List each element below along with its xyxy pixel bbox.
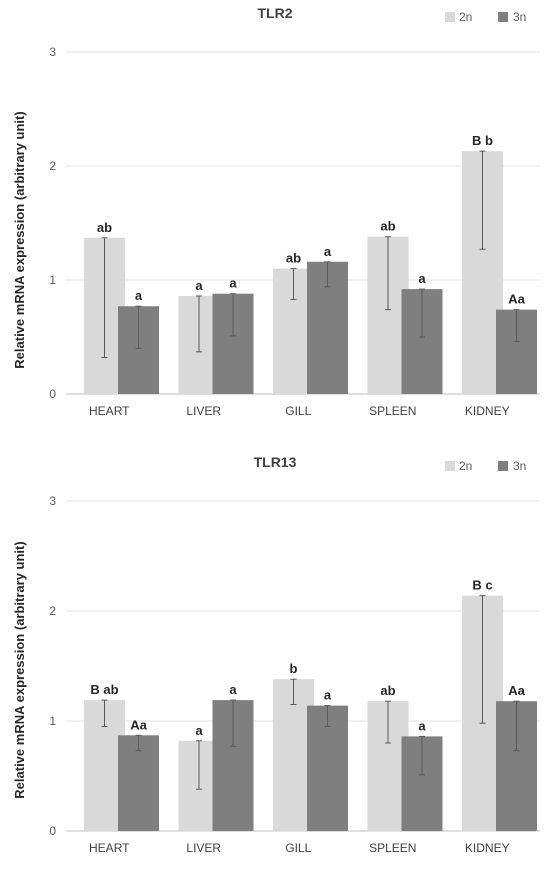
panel2-bar-3n-heart	[118, 735, 159, 831]
panel2-y-tick-label: 3	[49, 494, 56, 508]
panel1-y-axis-label: Relative mRNA expression (arbitrary unit…	[12, 111, 27, 368]
panel1-x-tick-label: GILL	[285, 404, 311, 418]
panel1-significance-label-2n-spleen: ab	[380, 219, 395, 234]
panel2-x-tick-label: HEART	[89, 841, 130, 855]
panel1-significance-label-2n-liver: a	[195, 278, 203, 293]
panel1-title: TLR2	[258, 5, 293, 21]
panel1-x-tick-label: KIDNEY	[465, 404, 510, 418]
panel2-significance-label-3n-heart: Aa	[130, 717, 147, 732]
panel2-legend-label-2n: 2n	[459, 459, 472, 473]
panel2-significance-label-2n-heart: B ab	[90, 682, 118, 697]
panel2-significance-label-3n-gill: a	[324, 688, 332, 703]
panel2-x-tick-label: SPLEEN	[369, 841, 416, 855]
panel1-x-tick-label: SPLEEN	[369, 404, 416, 418]
panel2-legend-swatch-3n	[498, 461, 508, 471]
panel2-legend-swatch-2n	[445, 461, 455, 471]
panel1-significance-label-2n-gill: ab	[286, 251, 301, 266]
panel1-significance-label-3n-gill: a	[324, 244, 332, 259]
panel2-x-tick-label: KIDNEY	[465, 841, 510, 855]
panel1-y-tick-label: 3	[49, 45, 56, 59]
panel1-x-tick-label: HEART	[89, 404, 130, 418]
panel2-y-tick-label: 1	[49, 714, 56, 728]
panel1-y-tick-label: 1	[49, 273, 56, 287]
panel2-x-tick-label: LIVER	[186, 841, 221, 855]
panel1-significance-label-3n-liver: a	[229, 276, 237, 291]
panel2-significance-label-2n-kidney: B c	[472, 578, 492, 593]
panel1-significance-label-2n-heart: ab	[97, 220, 112, 235]
panel2-y-axis-label: Relative mRNA expression (arbitrary unit…	[12, 541, 27, 798]
panel1-significance-label-3n-kidney: Aa	[508, 292, 525, 307]
panel2-x-tick-label: GILL	[285, 841, 311, 855]
panel2-y-tick-label: 0	[49, 824, 56, 838]
panel1-y-tick-label: 2	[49, 159, 56, 173]
panel1-significance-label-2n-kidney: B b	[472, 133, 493, 148]
panel1-y-tick-label: 0	[49, 387, 56, 401]
panel1-legend-label-2n: 2n	[459, 10, 472, 24]
panel2-significance-label-3n-liver: a	[229, 682, 237, 697]
panel2-legend-label-3n: 3n	[513, 459, 526, 473]
panel1-legend-swatch-3n	[498, 12, 508, 22]
panel1-x-tick-label: LIVER	[186, 404, 221, 418]
panel1-significance-label-3n-spleen: a	[418, 271, 426, 286]
panel2-y-tick-label: 2	[49, 604, 56, 618]
panel2-significance-label-3n-kidney: Aa	[508, 683, 525, 698]
panel1-legend-swatch-2n	[445, 12, 455, 22]
panel2-title: TLR13	[254, 454, 297, 470]
panel2-significance-label-2n-gill: b	[290, 661, 298, 676]
panel1-significance-label-3n-heart: a	[135, 288, 143, 303]
panel1-legend-label-3n: 3n	[513, 10, 526, 24]
panel2-significance-label-2n-spleen: ab	[380, 683, 395, 698]
panel2-significance-label-2n-liver: a	[195, 723, 203, 738]
panel2-significance-label-3n-spleen: a	[418, 718, 426, 733]
